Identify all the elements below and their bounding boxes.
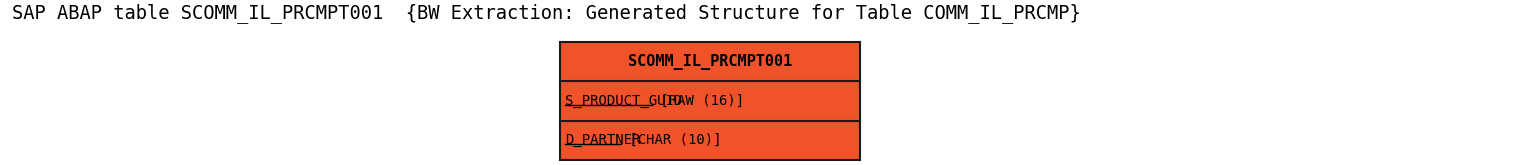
Text: SAP ABAP table SCOMM_IL_PRCMPT001  {BW Extraction: Generated Structure for Table: SAP ABAP table SCOMM_IL_PRCMPT001 {BW Ex… xyxy=(12,3,1081,23)
Text: D_PARTNER: D_PARTNER xyxy=(565,133,640,147)
Text: S_PRODUCT_GUID: S_PRODUCT_GUID xyxy=(565,94,683,108)
Text: SCOMM_IL_PRCMPT001: SCOMM_IL_PRCMPT001 xyxy=(628,54,793,70)
Text: [RAW (16)]: [RAW (16)] xyxy=(652,94,744,108)
Bar xyxy=(560,42,860,160)
Text: [CHAR (10)]: [CHAR (10)] xyxy=(621,133,721,147)
